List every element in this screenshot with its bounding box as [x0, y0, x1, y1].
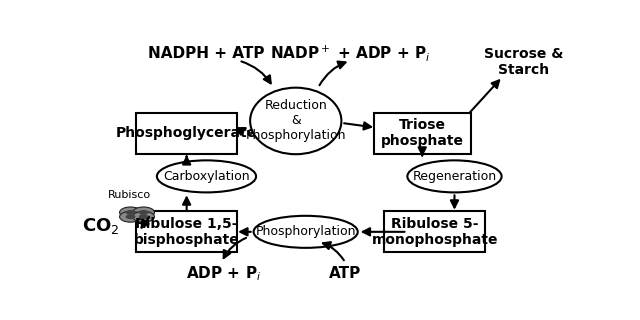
- Ellipse shape: [253, 216, 358, 248]
- Circle shape: [120, 211, 141, 222]
- Text: Phosphoglycerate: Phosphoglycerate: [116, 126, 257, 140]
- Text: CO$_2$: CO$_2$: [82, 216, 120, 236]
- Ellipse shape: [250, 88, 341, 154]
- FancyBboxPatch shape: [374, 113, 470, 154]
- Text: NADP$^+$ + ADP + P$_i$: NADP$^+$ + ADP + P$_i$: [270, 43, 431, 63]
- Text: Reduction
&
Phosphorylation: Reduction & Phosphorylation: [246, 100, 346, 142]
- Circle shape: [139, 214, 148, 219]
- Circle shape: [132, 211, 154, 222]
- Text: Rubisco: Rubisco: [108, 190, 151, 200]
- Text: Ribulose 5-
monophosphate: Ribulose 5- monophosphate: [371, 217, 498, 247]
- Circle shape: [125, 214, 136, 219]
- Text: Triose
phosphate: Triose phosphate: [381, 118, 464, 148]
- Text: Phosphorylation: Phosphorylation: [255, 225, 356, 238]
- Text: Ribulose 1,5-
bisphosphate: Ribulose 1,5- bisphosphate: [134, 217, 239, 247]
- Circle shape: [139, 210, 148, 215]
- FancyBboxPatch shape: [136, 113, 237, 154]
- Ellipse shape: [157, 160, 256, 192]
- FancyBboxPatch shape: [136, 212, 237, 252]
- Circle shape: [120, 207, 141, 218]
- Text: ATP: ATP: [329, 266, 362, 281]
- Circle shape: [132, 207, 154, 218]
- FancyBboxPatch shape: [384, 212, 486, 252]
- Text: ADP + P$_i$: ADP + P$_i$: [186, 264, 262, 283]
- Text: NADPH + ATP: NADPH + ATP: [148, 46, 265, 61]
- Ellipse shape: [408, 160, 502, 192]
- Circle shape: [125, 210, 136, 215]
- Text: Carboxylation: Carboxylation: [163, 170, 250, 183]
- Text: Sucrose &
Starch: Sucrose & Starch: [484, 47, 564, 77]
- Text: Regeneration: Regeneration: [412, 170, 497, 183]
